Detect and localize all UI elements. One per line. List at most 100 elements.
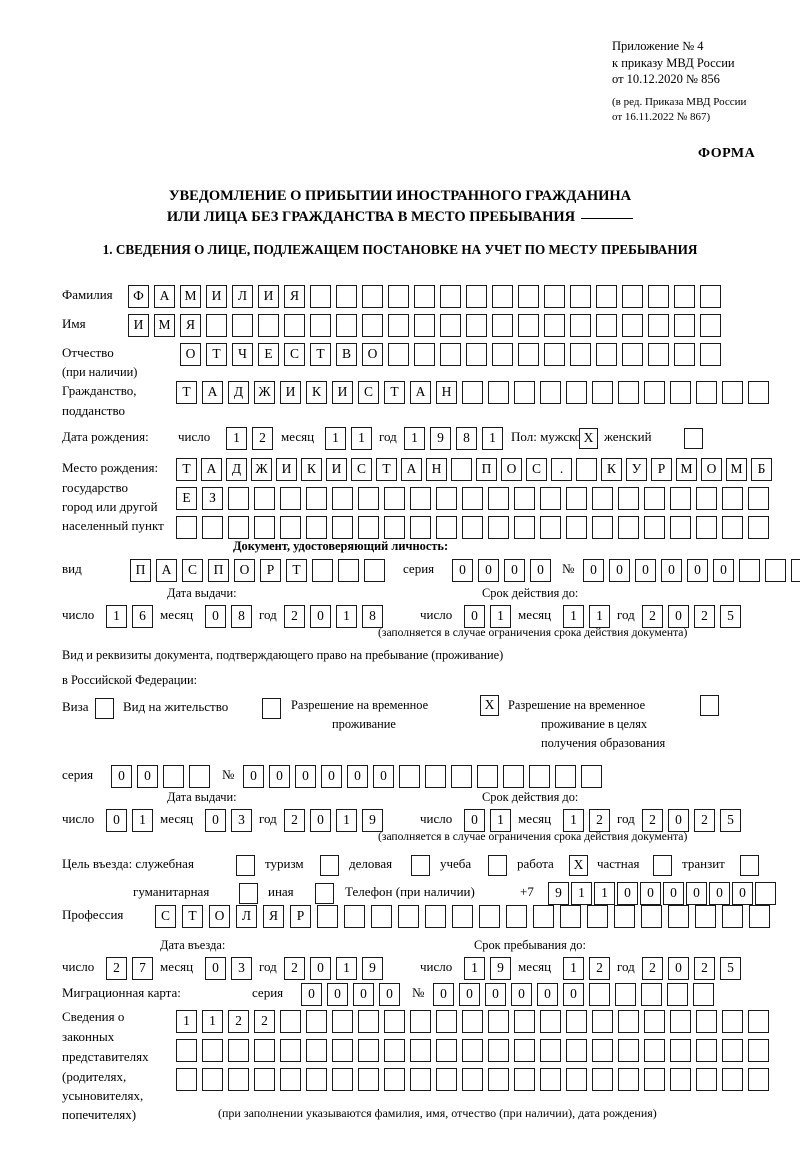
phone-box-cell[interactable]: 0 [640,882,661,905]
document-number-box-cell[interactable] [791,559,800,582]
birth-place-row3-box-cell[interactable] [748,516,769,539]
birth-year-box-cell[interactable]: 1 [404,427,425,450]
birth-day-box-cell[interactable]: 2 [252,427,273,450]
birth-place-row3-box-cell[interactable] [410,516,431,539]
legal-rep-row3-box-cell[interactable] [254,1068,275,1091]
surname-box-cell[interactable] [518,285,539,308]
permit-number-box-cell[interactable] [399,765,420,788]
sex-male-checkbox[interactable]: X [579,428,598,449]
legal-rep-row3-box-cell[interactable] [306,1068,327,1091]
permit-number-box-cell[interactable] [451,765,472,788]
permit-number-box-cell[interactable]: 0 [373,765,394,788]
purpose-humanitarian-checkbox[interactable] [239,883,258,904]
migration-series-box-cell[interactable]: 0 [353,983,374,1006]
document-kind-box-cell[interactable]: А [156,559,177,582]
birth-place-row1-box-cell[interactable]: . [551,458,572,481]
citizenship-box-cell[interactable] [722,381,743,404]
birth-place-row3-box-cell[interactable] [488,516,509,539]
birth-place-row2-box-cell[interactable]: Е [176,487,197,510]
first-name-box-cell[interactable] [258,314,279,337]
legal-rep-row1-box-cell[interactable] [358,1010,379,1033]
migration-number-box-cell[interactable]: 0 [537,983,558,1006]
stay-year-box-cell[interactable]: 0 [668,957,689,980]
profession-box-cell[interactable] [317,905,338,928]
doc-issue-year-box-cell[interactable]: 0 [310,605,331,628]
legal-rep-row2-box-cell[interactable] [280,1039,301,1062]
profession-box-cell[interactable] [533,905,554,928]
birth-place-row2-box-cell[interactable] [696,487,717,510]
visa-checkbox[interactable] [95,698,114,719]
surname-box-cell[interactable] [570,285,591,308]
first-name-box-cell[interactable] [622,314,643,337]
legal-rep-row1-box-cell[interactable] [618,1010,639,1033]
surname-box-cell[interactable] [466,285,487,308]
citizenship-box-cell[interactable]: С [358,381,379,404]
legal-rep-row1-box-cell[interactable] [592,1010,613,1033]
first-name-box-cell[interactable] [388,314,409,337]
birth-place-row1-box-cell[interactable]: И [326,458,347,481]
document-number-box-cell[interactable]: 0 [687,559,708,582]
first-name-box-cell[interactable]: Я [180,314,201,337]
birth-place-row3-box-cell[interactable] [228,516,249,539]
migration-number-box-cell[interactable] [589,983,610,1006]
legal-rep-row1-box-cell[interactable] [696,1010,717,1033]
birth-place-row2-box-cell[interactable] [384,487,405,510]
legal-rep-row2-box-cell[interactable] [722,1039,743,1062]
patronymic-box-cell[interactable] [596,343,617,366]
patronymic-box-cell[interactable] [518,343,539,366]
permit-issue-day-box-cell[interactable]: 1 [132,809,153,832]
stay-month-box-cell[interactable]: 2 [589,957,610,980]
document-kind-box-cell[interactable]: О [234,559,255,582]
citizenship-box-cell[interactable] [488,381,509,404]
citizenship-box-cell[interactable]: Т [176,381,197,404]
citizenship-box-cell[interactable]: Т [384,381,405,404]
legal-rep-row1-box-cell[interactable]: 1 [176,1010,197,1033]
legal-rep-row3-box-cell[interactable] [410,1068,431,1091]
birth-place-row3-box-cell[interactable] [540,516,561,539]
legal-rep-row1-box-cell[interactable]: 2 [228,1010,249,1033]
patronymic-box-cell[interactable]: О [180,343,201,366]
permit-number-box-cell[interactable]: 0 [295,765,316,788]
birth-place-row2-box-cell[interactable] [358,487,379,510]
first-name-box-cell[interactable] [440,314,461,337]
permit-number-box-cell[interactable] [503,765,524,788]
birth-place-row3-box-cell[interactable] [644,516,665,539]
surname-box-cell[interactable] [544,285,565,308]
phone-box-cell[interactable]: 0 [686,882,707,905]
stay-day-box-cell[interactable]: 1 [464,957,485,980]
legal-rep-row1-box-cell[interactable] [540,1010,561,1033]
temp-residence-checkbox[interactable]: X [480,695,499,716]
citizenship-box-cell[interactable] [618,381,639,404]
patronymic-box-cell[interactable]: Ч [232,343,253,366]
citizenship-box-cell[interactable] [514,381,535,404]
legal-rep-row1-box-cell[interactable] [436,1010,457,1033]
stay-year-box-cell[interactable]: 2 [694,957,715,980]
citizenship-box-cell[interactable]: И [332,381,353,404]
citizenship-box-cell[interactable]: Н [436,381,457,404]
permit-number-box-cell[interactable]: 0 [243,765,264,788]
permit-series-box-cell[interactable] [189,765,210,788]
patronymic-box-cell[interactable] [570,343,591,366]
birth-year-box-cell[interactable]: 9 [430,427,451,450]
phone-box-cell[interactable]: 0 [732,882,753,905]
entry-year-box-cell[interactable]: 0 [310,957,331,980]
permit-number-box-cell[interactable] [581,765,602,788]
document-kind-box-cell[interactable]: С [182,559,203,582]
birth-place-row1-box-cell[interactable]: Ж [251,458,272,481]
entry-day-box-cell[interactable]: 7 [132,957,153,980]
phone-box-cell[interactable]: 0 [663,882,684,905]
entry-year-box-cell[interactable]: 2 [284,957,305,980]
legal-rep-row3-box-cell[interactable] [384,1068,405,1091]
permit-issue-year-box-cell[interactable]: 0 [310,809,331,832]
surname-box-cell[interactable] [674,285,695,308]
birth-year-box-cell[interactable]: 1 [482,427,503,450]
permit-valid-year-box-cell[interactable]: 0 [668,809,689,832]
permit-valid-day-box-cell[interactable]: 0 [464,809,485,832]
profession-box-cell[interactable] [668,905,689,928]
legal-rep-row1-box-cell[interactable] [462,1010,483,1033]
first-name-box-cell[interactable] [596,314,617,337]
first-name-box-cell[interactable] [492,314,513,337]
patronymic-box-cell[interactable] [414,343,435,366]
profession-box-cell[interactable] [479,905,500,928]
birth-place-row1-box-cell[interactable]: И [276,458,297,481]
